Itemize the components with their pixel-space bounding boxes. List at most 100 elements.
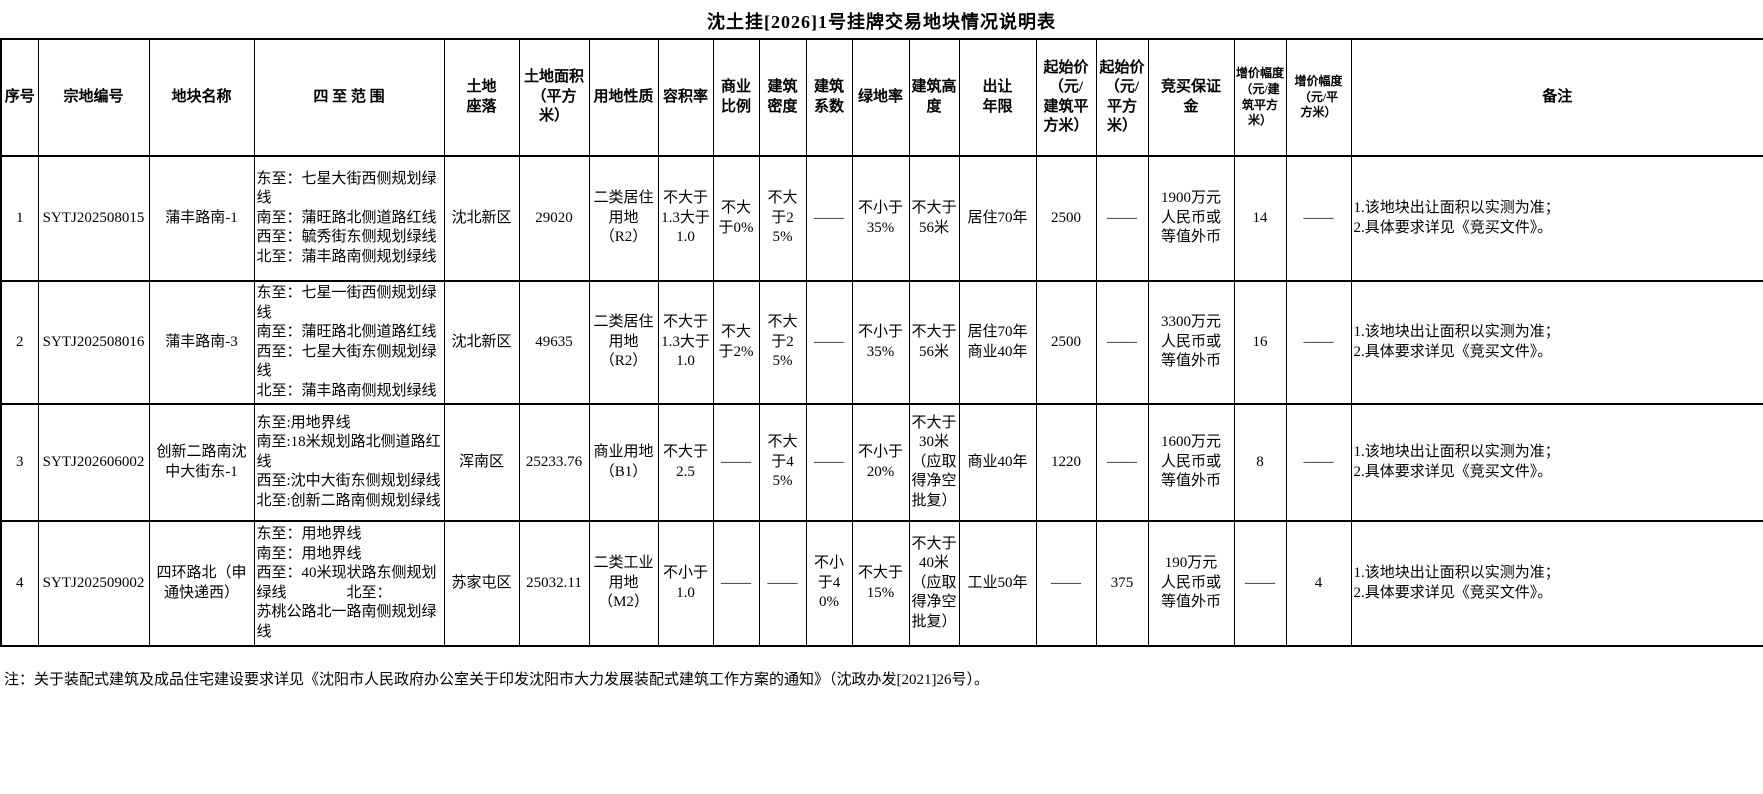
cell-parcel-id: SYTJ202508016	[37, 280, 150, 405]
header-plot-ratio: 容积率	[657, 38, 714, 157]
header-serial-number: 序号	[0, 38, 39, 157]
cell-parcel-name: 蒲丰路南-3	[148, 280, 255, 405]
cell-building-density: ——	[758, 520, 807, 647]
cell-transfer-term: 居住70年	[958, 155, 1037, 282]
header-land-area: 土地面积 （平方 米）	[518, 38, 590, 157]
table-row: 2 SYTJ202508016 蒲丰路南-3 东至：七星一街西侧规划绿线 南至：…	[0, 280, 1763, 405]
header-parcel-id: 宗地编号	[37, 38, 150, 157]
header-row: 序号 宗地编号 地块名称 四 至 范 围 土地 座落 土地面积 （平方 米） 用…	[0, 38, 1763, 157]
cell-green-ratio: 不大于 15%	[851, 520, 910, 647]
cell-increment-per-building-sqm: 14	[1233, 155, 1287, 282]
header-commercial-ratio: 商业 比例	[712, 38, 760, 157]
cell-location: 苏家屯区	[443, 520, 520, 647]
header-remarks: 备注	[1350, 38, 1763, 157]
cell-plot-ratio: 不大于 1.3大于 1.0	[657, 155, 714, 282]
header-boundaries: 四 至 范 围	[253, 38, 445, 157]
cell-parcel-name: 四环路北（申通快递西）	[148, 520, 255, 647]
cell-bid-deposit: 3300万元 人民币或 等值外币	[1147, 280, 1235, 405]
land-parcel-table: 序号 宗地编号 地块名称 四 至 范 围 土地 座落 土地面积 （平方 米） 用…	[0, 38, 1763, 647]
header-start-price-per-building-sqm: 起始价 （元/ 建筑平 方米）	[1035, 38, 1097, 157]
cell-parcel-name: 蒲丰路南-1	[148, 155, 255, 282]
cell-start-price-per-building-sqm: 2500	[1035, 155, 1097, 282]
cell-increment-per-sqm: ——	[1285, 155, 1352, 282]
cell-land-use: 二类居住 用地 （R2）	[588, 155, 659, 282]
cell-commercial-ratio: ——	[712, 403, 760, 522]
cell-building-coefficient: ——	[805, 280, 853, 405]
cell-transfer-term: 商业40年	[958, 403, 1037, 522]
cell-land-area: 25233.76	[518, 403, 590, 522]
cell-land-use: 二类居住 用地 （R2）	[588, 280, 659, 405]
cell-start-price-per-building-sqm: 2500	[1035, 280, 1097, 405]
cell-parcel-name: 创新二路南沈中大街东-1	[148, 403, 255, 522]
cell-remarks: 1.该地块出让面积以实测为准； 2.具体要求详见《竞买文件》。	[1350, 280, 1763, 405]
cell-serial-number: 3	[0, 403, 39, 522]
header-parcel-name: 地块名称	[148, 38, 255, 157]
cell-increment-per-sqm: 4	[1285, 520, 1352, 647]
cell-parcel-id: SYTJ202509002	[37, 520, 150, 647]
cell-serial-number: 1	[0, 155, 39, 282]
cell-green-ratio: 不小于 20%	[851, 403, 910, 522]
cell-bid-deposit: 1900万元 人民币或 等值外币	[1147, 155, 1235, 282]
table-row: 3 SYTJ202606002 创新二路南沈中大街东-1 东至:用地界线 南至:…	[0, 403, 1763, 522]
cell-building-coefficient: ——	[805, 155, 853, 282]
cell-boundaries: 东至：七星一街西侧规划绿线 南至：蒲旺路北侧道路红线 西至：七星大街东侧规划绿线…	[253, 280, 445, 405]
footnote: 注：关于装配式建筑及成品住宅建设要求详见《沈阳市人民政府办公室关于印发沈阳市大力…	[4, 672, 989, 688]
cell-start-price-per-building-sqm: ——	[1035, 520, 1097, 647]
header-transfer-term: 出让 年限	[958, 38, 1037, 157]
cell-location: 沈北新区	[443, 155, 520, 282]
header-building-coefficient: 建筑 系数	[805, 38, 853, 157]
header-increment-per-sqm: 增价幅度 （元/平 方米）	[1285, 38, 1352, 157]
cell-building-height: 不大于 30米 （应取 得净空 批复）	[908, 403, 960, 522]
cell-transfer-term: 居住70年 商业40年	[958, 280, 1037, 405]
cell-plot-ratio: 不大于 2.5	[657, 403, 714, 522]
cell-remarks: 1.该地块出让面积以实测为准； 2.具体要求详见《竞买文件》。	[1350, 520, 1763, 647]
cell-start-price-per-building-sqm: 1220	[1035, 403, 1097, 522]
header-building-density: 建筑 密度	[758, 38, 807, 157]
cell-plot-ratio: 不小于 1.0	[657, 520, 714, 647]
cell-serial-number: 2	[0, 280, 39, 405]
header-green-ratio: 绿地率	[851, 38, 910, 157]
cell-land-area: 49635	[518, 280, 590, 405]
header-building-height: 建筑高 度	[908, 38, 960, 157]
header-increment-per-building-sqm: 增价幅度 （元/建 筑平方 米）	[1233, 38, 1287, 157]
cell-building-density: 不大 于45%	[758, 403, 807, 522]
cell-land-use: 商业用地 （B1）	[588, 403, 659, 522]
cell-boundaries: 东至:用地界线 南至:18米规划路北侧道路红线 西至:沈中大街东侧规划绿线 北至…	[253, 403, 445, 522]
cell-increment-per-building-sqm: 8	[1233, 403, 1287, 522]
cell-parcel-id: SYTJ202606002	[37, 403, 150, 522]
cell-plot-ratio: 不大于 1.3大于 1.0	[657, 280, 714, 405]
cell-building-coefficient: 不小 于40%	[805, 520, 853, 647]
cell-bid-deposit: 190万元 人民币或 等值外币	[1147, 520, 1235, 647]
cell-remarks: 1.该地块出让面积以实测为准； 2.具体要求详见《竞买文件》。	[1350, 403, 1763, 522]
table-row: 4 SYTJ202509002 四环路北（申通快递西） 东至：用地界线 南至：用…	[0, 520, 1763, 647]
cell-commercial-ratio: ——	[712, 520, 760, 647]
cell-transfer-term: 工业50年	[958, 520, 1037, 647]
cell-commercial-ratio: 不大 于2%	[712, 280, 760, 405]
cell-commercial-ratio: 不大 于0%	[712, 155, 760, 282]
cell-land-area: 29020	[518, 155, 590, 282]
cell-building-density: 不大 于25%	[758, 155, 807, 282]
table-row: 1 SYTJ202508015 蒲丰路南-1 东至：七星大街西侧规划绿线 南至：…	[0, 155, 1763, 282]
cell-building-height: 不大于 56米	[908, 280, 960, 405]
cell-serial-number: 4	[0, 520, 39, 647]
cell-building-coefficient: ——	[805, 403, 853, 522]
cell-building-height: 不大于 56米	[908, 155, 960, 282]
cell-boundaries: 东至：七星大街西侧规划绿线 南至：蒲旺路北侧道路红线 西至：毓秀街东侧规划绿线 …	[253, 155, 445, 282]
cell-increment-per-sqm: ——	[1285, 280, 1352, 405]
header-location: 土地 座落	[443, 38, 520, 157]
cell-start-price-per-sqm: ——	[1095, 403, 1149, 522]
cell-location: 浑南区	[443, 403, 520, 522]
cell-boundaries: 东至：用地界线 南至：用地界线 西至：40米现状路东侧规划 绿线 北至： 苏桃公…	[253, 520, 445, 647]
cell-start-price-per-sqm: ——	[1095, 155, 1149, 282]
cell-land-area: 25032.11	[518, 520, 590, 647]
cell-parcel-id: SYTJ202508015	[37, 155, 150, 282]
cell-land-use: 二类工业 用地 （M2）	[588, 520, 659, 647]
cell-start-price-per-sqm: ——	[1095, 280, 1149, 405]
cell-bid-deposit: 1600万元 人民币或 等值外币	[1147, 403, 1235, 522]
cell-green-ratio: 不小于 35%	[851, 280, 910, 405]
cell-increment-per-building-sqm: ——	[1233, 520, 1287, 647]
cell-green-ratio: 不小于 35%	[851, 155, 910, 282]
cell-remarks: 1.该地块出让面积以实测为准； 2.具体要求详见《竞买文件》。	[1350, 155, 1763, 282]
header-land-use: 用地性质	[588, 38, 659, 157]
